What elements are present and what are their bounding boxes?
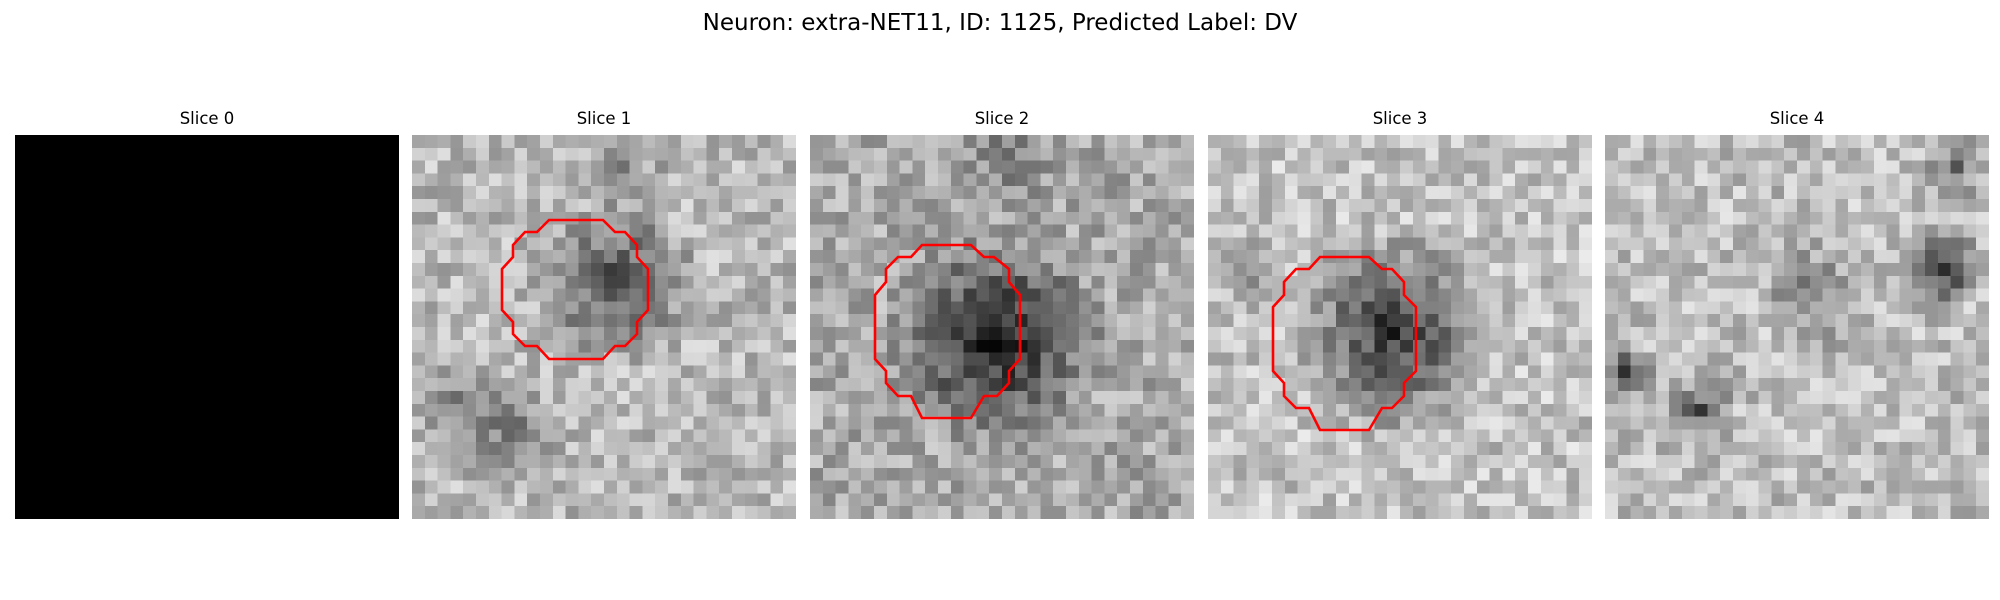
slice-title-4: Slice 4 (1769, 109, 1825, 128)
figure-title: Neuron: extra-NET11, ID: 1125, Predicted… (702, 10, 1298, 36)
slice-image-2 (810, 135, 1194, 519)
slice-image-1 (412, 135, 796, 519)
neuron-contour-2 (873, 243, 1022, 420)
slice-pixels-1 (412, 135, 796, 519)
slice-contour-layer-2 (873, 243, 1022, 420)
slice-title-2: Slice 2 (974, 109, 1030, 128)
neuron-contour-3 (1271, 255, 1418, 432)
slice-title-1: Slice 1 (576, 109, 632, 128)
slice-image-3 (1208, 135, 1592, 519)
slice-title-3: Slice 3 (1372, 109, 1428, 128)
slice-image-4 (1605, 135, 1989, 519)
slice-image-0 (15, 135, 399, 519)
slice-contour-layer-1 (500, 218, 650, 361)
slice-pixels-4 (1605, 135, 1989, 519)
slice-title-0: Slice 0 (179, 109, 235, 128)
neuron-contour-1 (500, 218, 650, 361)
slice-pixels-0 (15, 135, 399, 519)
slice-contour-layer-3 (1271, 255, 1418, 432)
